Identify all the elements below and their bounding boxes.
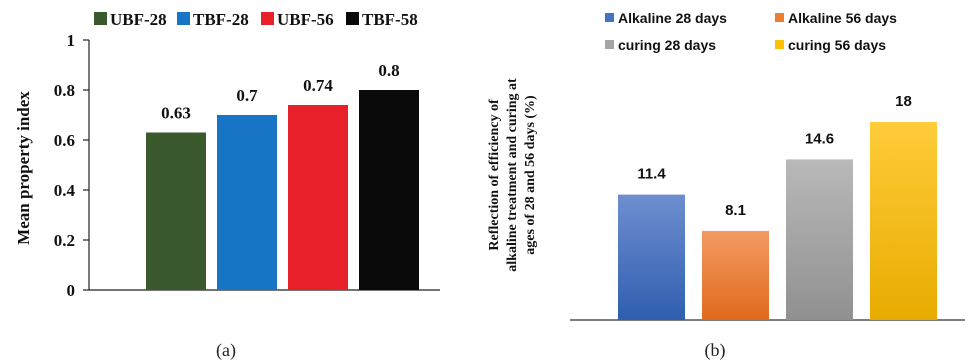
legend-label-a: UBF-56	[277, 10, 334, 29]
bars-b: 11.4 8.1 14.6 18	[618, 93, 937, 320]
data-label-a: 0.63	[161, 104, 191, 123]
axes-a: 0 0.2 0.4 0.6 0.8 1	[54, 31, 440, 300]
legend-label-b: Alkaline 28 days	[618, 10, 727, 26]
data-label-a: 0.74	[303, 76, 333, 95]
y-tick-label-a: 0	[67, 281, 76, 300]
data-label-b: 14.6	[805, 130, 834, 147]
legend-label-a: TBF-58	[362, 10, 418, 29]
y-axis-label-b-line-1: Reflection of efficiency of	[487, 99, 502, 251]
data-label-b: 18	[895, 93, 912, 110]
data-label-b: 8.1	[725, 202, 746, 219]
legend-label-b: curing 56 days	[788, 37, 886, 53]
data-label-b: 11.4	[637, 166, 666, 183]
legend-swatch-a	[346, 12, 359, 25]
y-axis-label-b-line-3: ages of 28 and 56 days (%)	[523, 95, 538, 255]
legend-swatch-b	[775, 13, 784, 22]
bar-a	[217, 115, 277, 290]
bar-b	[786, 159, 853, 320]
caption-b: (b)	[705, 340, 726, 361]
y-tick-label-a: 0.8	[54, 81, 75, 100]
data-label-a: 0.7	[236, 86, 258, 105]
legend-swatch-a	[94, 12, 107, 25]
legend-label-b: Alkaline 56 days	[788, 10, 897, 26]
legend-b: Alkaline 28 days Alkaline 56 days curing 2…	[605, 10, 897, 53]
bar-a	[288, 105, 348, 290]
y-tick-label-a: 0.4	[54, 181, 76, 200]
legend-swatch-a	[261, 12, 274, 25]
legend-label-a: TBF-28	[193, 10, 249, 29]
chart-panel-b: Alkaline 28 days Alkaline 56 days curing 2…	[487, 10, 965, 361]
y-axis-label-b-line-2: alkaline treatment and curing at	[505, 78, 520, 272]
bars-a: 0.63 0.7 0.74 0.8	[146, 61, 419, 290]
legend-swatch-b	[775, 40, 784, 49]
y-tick-label-a: 1	[67, 31, 76, 50]
legend-swatch-b	[605, 13, 614, 22]
y-tick-label-a: 0.6	[54, 131, 75, 150]
y-axis-label-a: Mean property index	[14, 91, 33, 245]
bar-b	[702, 230, 769, 320]
legend-label-b: curing 28 days	[618, 37, 716, 53]
legend-label-a: UBF-28	[110, 10, 167, 29]
bar-a	[146, 132, 206, 290]
bar-a	[359, 90, 419, 290]
legend-a: UBF-28 TBF-28 UBF-56 TBF-58	[94, 10, 418, 29]
y-tick-label-a: 0.2	[54, 231, 75, 250]
data-label-a: 0.8	[378, 61, 399, 80]
bar-b	[870, 122, 937, 320]
chart-panel-a: UBF-28 TBF-28 UBF-56 TBF-58 00.20.40.60.81 …	[14, 10, 440, 361]
caption-a: (a)	[216, 340, 236, 361]
legend-swatch-a	[177, 12, 190, 25]
bar-b	[618, 194, 685, 320]
legend-swatch-b	[605, 40, 614, 49]
